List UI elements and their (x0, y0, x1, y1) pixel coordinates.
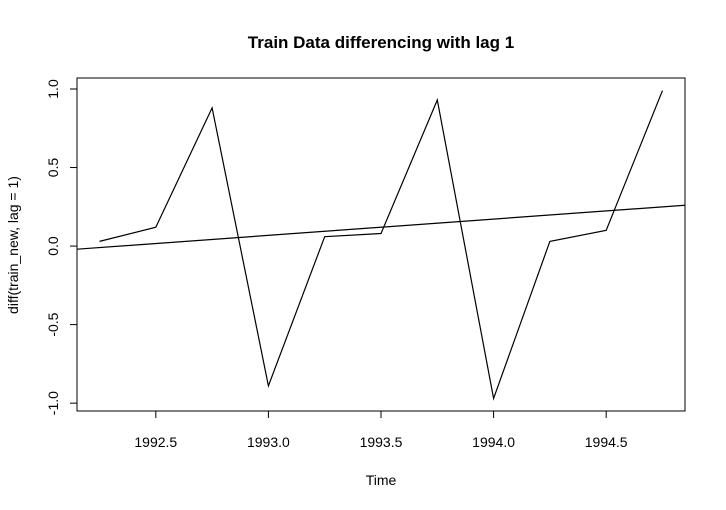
y-axis: -1.0 -0.5 0.0 0.5 1.0 (45, 79, 78, 415)
series-line (99, 90, 664, 401)
plot-area (76, 90, 686, 401)
y-tick-label: -0.5 (45, 312, 61, 336)
plot-frame (76, 77, 686, 412)
y-tick-label: 1.0 (45, 79, 61, 99)
x-tick-label: 1994.5 (585, 434, 628, 450)
y-tick-label: 0.0 (45, 236, 61, 256)
x-tick-label: 1992.5 (134, 434, 177, 450)
y-axis-label: diff(train_new, lag = 1) (5, 176, 21, 314)
y-tick-label: -1.0 (45, 391, 61, 415)
trend-line (76, 204, 686, 250)
x-axis-label: Time (366, 472, 397, 488)
x-axis: 1992.5 1993.0 1993.5 1994.0 1994.5 (134, 410, 628, 450)
x-tick-label: 1994.0 (472, 434, 515, 450)
x-tick-label: 1993.0 (247, 434, 290, 450)
y-tick-label: 0.5 (45, 158, 61, 178)
x-tick-label: 1993.5 (360, 434, 403, 450)
chart-title: Train Data differencing with lag 1 (248, 33, 514, 52)
